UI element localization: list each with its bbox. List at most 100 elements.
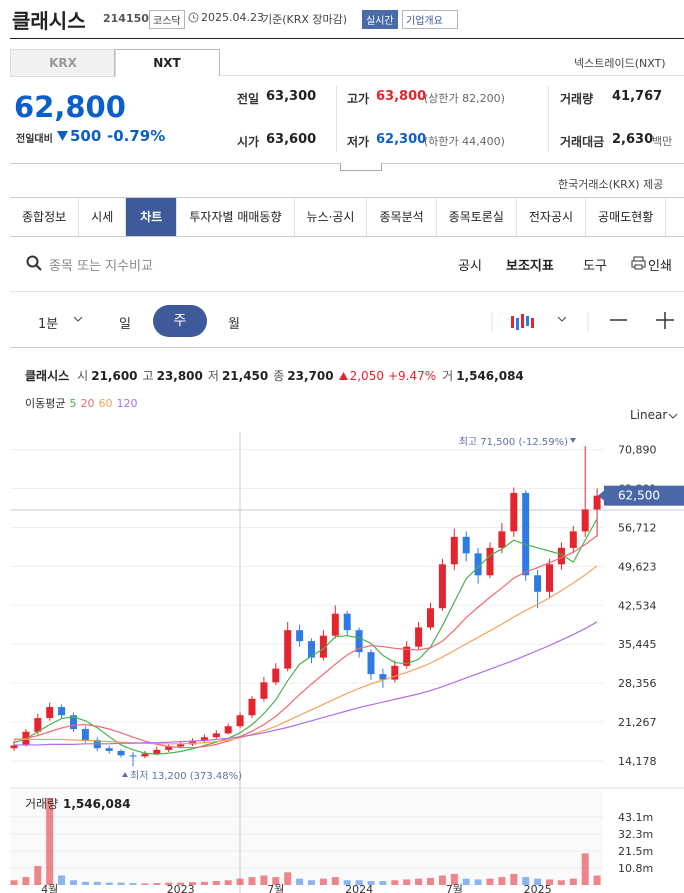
ma-line — [14, 621, 598, 746]
candle-body — [34, 718, 42, 732]
search-input[interactable]: 종목 또는 지수비교 — [49, 259, 153, 274]
period-button[interactable]: 주 — [153, 305, 207, 337]
candle-body — [200, 737, 208, 742]
realtime-badge[interactable]: 실시간 — [362, 10, 398, 29]
nav-tab[interactable]: 종목분석 — [367, 198, 437, 236]
candle-body — [391, 665, 399, 680]
stat-sub: 백만 — [652, 135, 673, 148]
volume-bar — [308, 880, 315, 885]
candle-body — [557, 547, 565, 565]
ma-line — [13, 565, 598, 745]
volume-bar — [22, 877, 30, 885]
nav-tab[interactable]: 종합정보 — [10, 198, 80, 236]
volume-bar — [153, 883, 161, 885]
toolbar-icons — [73, 312, 674, 332]
candle-body — [438, 564, 446, 609]
x-tick-label: 2024 — [345, 883, 373, 893]
volume-bar — [260, 875, 268, 885]
search-icon — [26, 255, 42, 271]
legend-value: 23,800 — [156, 369, 203, 383]
nav-tab[interactable]: 공매도현황 — [586, 198, 667, 236]
candle-body — [248, 698, 256, 716]
y-tick-label: 35,445 — [618, 638, 657, 651]
stat-label: 거래량 — [560, 92, 594, 106]
y-tick-label: 10.8m — [618, 862, 653, 875]
volume-bar — [70, 880, 77, 885]
candle-body — [129, 755, 137, 757]
tool-button[interactable]: 공시 — [458, 259, 482, 274]
candle-body — [260, 682, 268, 699]
legend-label: 저 — [207, 369, 219, 383]
nav-tab[interactable]: 전자공시 — [517, 198, 587, 236]
y-tick-label: 70,890 — [618, 444, 657, 457]
stat-sub: (상한가 82,200) — [424, 92, 505, 105]
y-tick-label: 49,623 — [618, 560, 657, 573]
candle-body — [70, 715, 77, 730]
candle-body — [319, 635, 327, 658]
volume-bar — [117, 882, 125, 885]
volume-bar — [593, 875, 601, 885]
nxt-label: 넥스트레이드(NXT) — [574, 57, 666, 70]
nav-tab[interactable]: 차트 — [126, 198, 178, 236]
candle-body — [569, 531, 577, 548]
scale-button[interactable]: Linear — [630, 408, 668, 422]
stock-code: 214150 — [103, 12, 149, 25]
candle-body — [177, 744, 185, 747]
volume-bar — [105, 882, 113, 885]
change-label: 전일대비 — [16, 134, 53, 145]
candle-body — [343, 613, 351, 631]
volume-bar — [546, 879, 553, 885]
company-button[interactable]: 기업개요 — [402, 10, 458, 29]
x-tick-label: 2025 — [524, 883, 552, 893]
tool-button[interactable]: 인쇄 — [648, 259, 672, 274]
volume-bar — [189, 882, 196, 885]
candle-body — [236, 715, 244, 727]
nav-tab[interactable]: 투자자별 매매동향 — [177, 198, 295, 236]
volume-bar — [450, 873, 458, 885]
tool-button[interactable]: 보조지표 — [506, 259, 554, 274]
change-pct: -0.79% — [107, 127, 166, 145]
ma-line — [13, 535, 598, 749]
candle-body — [581, 509, 589, 532]
stat-sub: (하한가 44,400) — [424, 135, 505, 148]
candle-body — [141, 753, 149, 757]
volume-bar — [212, 881, 220, 885]
period-button[interactable]: 일 — [119, 317, 131, 332]
candle-body — [498, 531, 506, 548]
x-tick-label: 7월 — [267, 883, 284, 893]
volume-bar — [438, 875, 446, 885]
volume-title: 거래량 — [25, 797, 58, 811]
volume-bar — [236, 878, 244, 885]
legend-value: 21,600 — [91, 369, 138, 383]
tab-krx[interactable]: KRX — [10, 49, 116, 77]
tab-nxt[interactable]: NXT — [114, 49, 220, 76]
ma-name: 120 — [116, 397, 138, 410]
tool-button[interactable]: 도구 — [583, 259, 607, 274]
y-tick-label: 32.3m — [618, 828, 653, 841]
period-button[interactable]: 월 — [228, 317, 240, 332]
legend-value: 23,700 — [287, 369, 334, 383]
volume-bar — [391, 880, 399, 885]
candle-body — [105, 748, 113, 751]
candle-body — [308, 641, 315, 658]
candle-body — [415, 627, 423, 647]
nav-tab[interactable]: 뉴스·공시 — [295, 198, 368, 236]
legend-value: 21,450 — [221, 369, 269, 383]
nav-tab[interactable]: 종목토론실 — [437, 198, 517, 236]
volume-bar — [10, 880, 18, 885]
volume-bar — [427, 877, 434, 885]
current-price-label: 62,500 — [618, 489, 660, 503]
volume-bar — [284, 872, 292, 885]
period-button[interactable]: 1분 — [38, 317, 59, 332]
stat-label: 시가 — [237, 135, 260, 149]
legend-change: 2,050 — [349, 369, 384, 383]
stat-value: 63,800 — [376, 89, 427, 104]
candle-body — [272, 668, 280, 683]
volume-bar — [403, 879, 411, 885]
stat-label: 고가 — [347, 92, 370, 106]
nav-tab[interactable]: 시세 — [79, 198, 127, 236]
toggle-button[interactable] — [340, 163, 382, 171]
candle-body — [546, 564, 553, 592]
clock-icon — [188, 12, 199, 23]
